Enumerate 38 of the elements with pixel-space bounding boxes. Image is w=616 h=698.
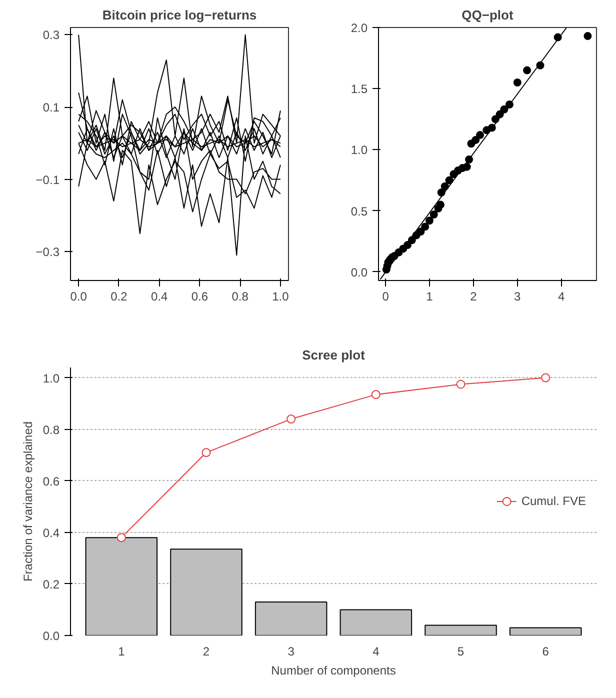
y-tick-label: 0.0 [350,265,368,280]
x-tick-label: 1 [426,290,434,304]
x-axis-title: Number of components [271,664,396,678]
x-tick-label: 0.0 [70,290,88,304]
y-tick-label: 2.0 [350,21,368,35]
x-tick-label: 3 [514,290,522,304]
y-tick-label: 0.2 [42,577,60,592]
x-tick-label: 6 [542,644,550,658]
chart-title: QQ−plot [462,8,514,22]
y-tick-label: −0.3 [36,245,60,260]
y-tick-label: 0.0 [42,629,60,643]
y-tick-label: 1.5 [350,82,368,96]
y-tick-label: 0.5 [350,204,368,218]
x-tick-label: 2 [470,290,478,304]
x-tick-label: 5 [457,644,464,658]
y-tick-label: 0.6 [42,474,60,488]
x-tick-label: 0.6 [191,290,208,304]
x-tick-label: 0.2 [110,290,128,304]
x-tick-label: 1.0 [272,290,290,304]
y-tick-label: 0.3 [42,28,60,42]
x-tick-label: 4 [372,644,380,658]
x-tick-label: 0.8 [232,290,249,304]
x-tick-label: 3 [288,644,295,658]
x-tick-label: 4 [558,290,565,304]
y-tick-label: 0.4 [42,526,60,540]
x-tick-label: 1 [118,644,126,658]
x-tick-label: 2 [202,644,210,658]
y-tick-label: 0.1 [42,100,60,115]
y-tick-label: 1.0 [350,143,368,158]
x-tick-label: 0 [382,290,390,304]
y-tick-label: 0.8 [42,422,60,437]
chart-title: Scree plot [302,348,366,362]
x-tick-label: 0.4 [150,290,168,304]
y-axis-title: Fraction of variance explained [20,421,35,582]
chart-title: Bitcoin price log−returns [102,8,257,22]
y-tick-label: −0.1 [36,172,60,187]
legend-label: Cumul. FVE [521,494,586,508]
y-tick-label: 1.0 [42,371,60,386]
